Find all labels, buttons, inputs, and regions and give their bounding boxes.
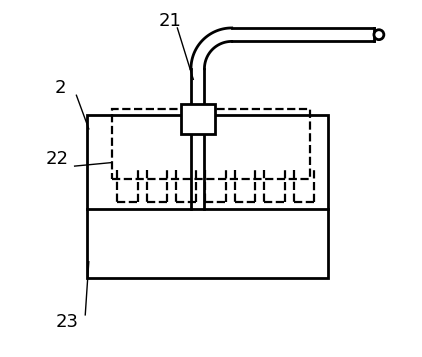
Bar — [112, 110, 310, 178]
Circle shape — [374, 30, 384, 40]
Text: 21: 21 — [159, 12, 182, 30]
Text: 2: 2 — [55, 79, 66, 97]
Text: 22: 22 — [46, 150, 68, 168]
Text: 23: 23 — [56, 313, 79, 331]
Bar — [87, 115, 328, 278]
Bar — [181, 104, 214, 134]
